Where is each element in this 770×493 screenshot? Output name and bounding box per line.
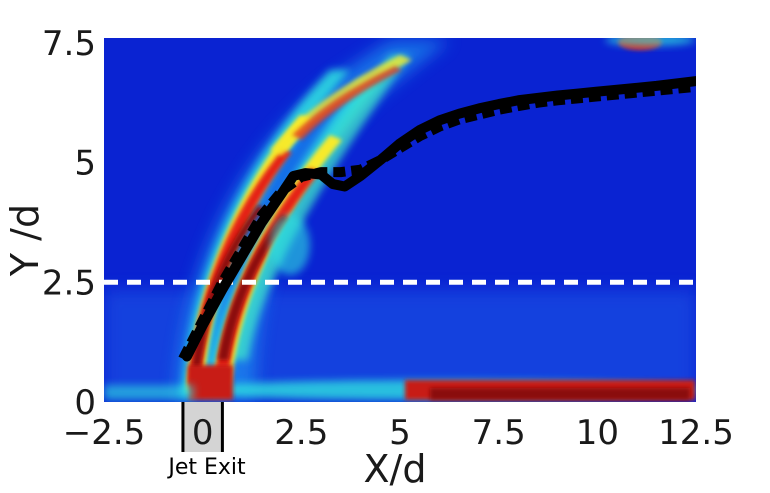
- jet-exit-box: [182, 402, 223, 452]
- heatmap-mid-blob: [270, 215, 310, 275]
- x-tick-label: 12.5: [658, 413, 734, 453]
- heatmap-wall-darkred: [430, 388, 690, 400]
- heatmap-darkred-1: [192, 205, 264, 370]
- x-tick-label: 5: [389, 413, 411, 453]
- jet-exit-marker: Jet Exit: [166, 402, 246, 480]
- series-layer: [178, 76, 696, 362]
- jet-exit-label: Jet Exit: [166, 455, 246, 480]
- y-axis-label: Y /d: [3, 204, 47, 277]
- plot-area: [104, 38, 696, 402]
- x-tick-label: 0: [192, 413, 214, 453]
- y-tick-label: 2.5: [42, 263, 96, 303]
- heatmap-darkred-2: [218, 215, 288, 360]
- y-tick-label: 7.5: [42, 24, 96, 64]
- y-axis-ticks: 0 2.5 5 7.5: [42, 24, 96, 423]
- heatmap-trail-red: [292, 66, 402, 140]
- x-tick-label: 7.5: [472, 413, 526, 453]
- x-tick-label: 2.5: [274, 413, 328, 453]
- x-tick-label: 10: [576, 413, 619, 453]
- heatmap-exit-cyan: [104, 385, 194, 400]
- x-tick-label: −2.5: [63, 413, 146, 453]
- y-tick-label: 0: [74, 383, 96, 423]
- series-line-dashed: [178, 81, 696, 362]
- heatmap-topright-cyan: [605, 38, 695, 46]
- y-tick-label: 5: [74, 144, 96, 184]
- heatmap-exit-red: [188, 365, 233, 400]
- x-axis-ticks: −2.5 0 2.5 5 7.5 10 12.5: [63, 413, 734, 453]
- x-axis-label: X/d: [364, 447, 427, 491]
